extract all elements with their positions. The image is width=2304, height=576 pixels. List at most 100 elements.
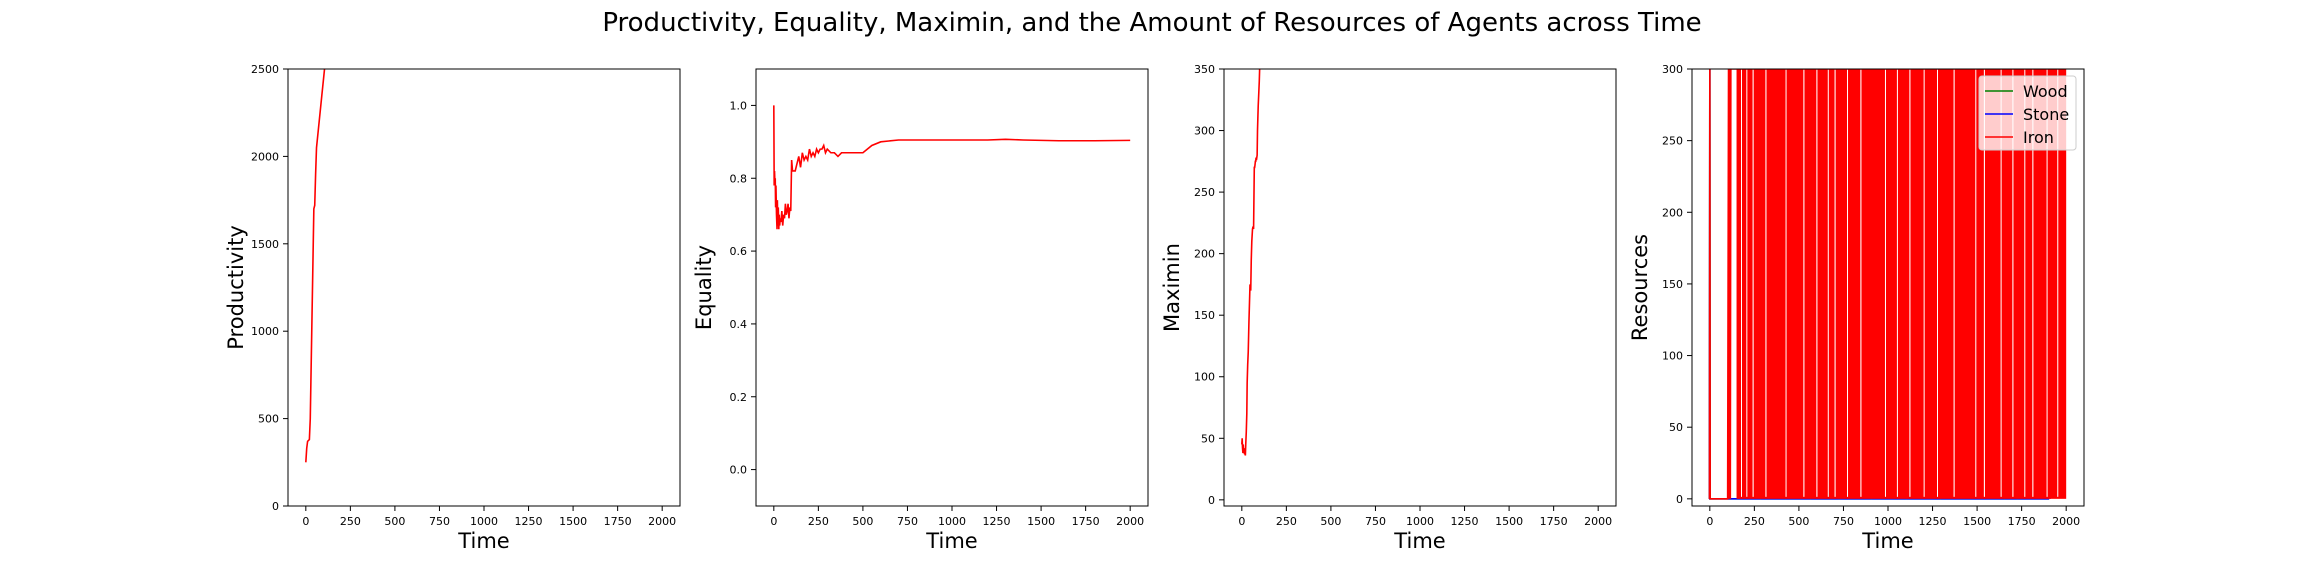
series-iron-gap bbox=[1746, 69, 1748, 497]
y-tick-label: 0.8 bbox=[730, 172, 748, 185]
series-iron-gap bbox=[1816, 69, 1818, 497]
x-axis-label: Time bbox=[925, 529, 977, 553]
legend-box bbox=[1978, 75, 2077, 151]
x-tick-label: 1000 bbox=[1874, 515, 1902, 528]
x-tick-label: 0 bbox=[770, 515, 777, 528]
series-iron-gap bbox=[2057, 69, 2059, 497]
y-axis-label: Maximin bbox=[1160, 243, 1184, 332]
series-iron-gap bbox=[1884, 69, 1886, 497]
panel-2: 0 250 500 750 1000 1250 1500 1750 2000 0.0 0.2 0.4 0… bbox=[692, 68, 1149, 553]
series-iron-gap bbox=[1975, 69, 1977, 497]
x-tick-label: 500 bbox=[852, 515, 873, 528]
series-iron-gap bbox=[2024, 69, 2026, 497]
x-tick-label: 2000 bbox=[1116, 515, 1144, 528]
y-tick-label: 50 bbox=[1201, 432, 1215, 445]
series-iron-gap bbox=[1896, 69, 1898, 497]
y-tick-label: 0.4 bbox=[730, 318, 748, 331]
axes-frame bbox=[287, 68, 681, 507]
x-tick-label: 1000 bbox=[938, 515, 966, 528]
series-iron-gap bbox=[1953, 69, 1955, 497]
y-tick-label: 100 bbox=[1194, 371, 1215, 384]
axes-frame bbox=[1223, 68, 1617, 507]
x-tick-label: 1500 bbox=[1495, 515, 1523, 528]
series-iron-gap bbox=[1785, 69, 1787, 497]
panel-3: 0 250 500 750 1000 1250 1500 1750 2000 0 50 100 150 2… bbox=[1160, 63, 1617, 553]
plot-area bbox=[305, 69, 326, 463]
x-tick-label: 1500 bbox=[1963, 515, 1991, 528]
x-tick-label: 1750 bbox=[1072, 515, 1100, 528]
x-tick-label: 750 bbox=[429, 515, 450, 528]
y-tick-label: 500 bbox=[258, 413, 279, 426]
y-axis-label: Productivity bbox=[224, 225, 248, 350]
series-iron-gap bbox=[1827, 69, 1829, 497]
x-tick-label: 0 bbox=[302, 515, 309, 528]
x-tick-label: 750 bbox=[1833, 515, 1854, 528]
y-tick-label: 1500 bbox=[251, 238, 279, 251]
series-iron-gap bbox=[1741, 69, 1742, 497]
x-tick-label: 1250 bbox=[983, 515, 1011, 528]
y-tick-label: 250 bbox=[1194, 186, 1215, 199]
x-axis-label: Time bbox=[1861, 529, 1913, 553]
plot-area bbox=[773, 105, 1131, 230]
y-tick-label: 150 bbox=[1194, 309, 1215, 322]
y-tick-label: 200 bbox=[1662, 206, 1683, 219]
y-axis-label: Equality bbox=[692, 245, 716, 330]
x-tick-label: 0 bbox=[1238, 515, 1245, 528]
plot-area bbox=[1241, 69, 1261, 456]
series-iron-gap bbox=[1937, 69, 1938, 497]
y-tick-label: 300 bbox=[1194, 125, 1215, 138]
series-iron-gap bbox=[2012, 69, 2014, 497]
legend-label-wood: Wood bbox=[2023, 82, 2068, 101]
series-iron-gap bbox=[1983, 69, 1985, 497]
x-tick-label: 1500 bbox=[559, 515, 587, 528]
series-iron-gap bbox=[2032, 69, 2034, 497]
x-tick-label: 1000 bbox=[470, 515, 498, 528]
series-iron-gap bbox=[2046, 69, 2048, 497]
x-tick-label: 750 bbox=[1365, 515, 1386, 528]
legend: Wood Stone Iron bbox=[1978, 75, 2077, 151]
x-tick-label: 1250 bbox=[515, 515, 543, 528]
x-tick-label: 250 bbox=[808, 515, 829, 528]
x-tick-label: 1500 bbox=[1027, 515, 1055, 528]
y-tick-label: 0 bbox=[1208, 494, 1215, 507]
x-axis-label: Time bbox=[457, 529, 509, 553]
x-tick-label: 1250 bbox=[1919, 515, 1947, 528]
y-tick-label: 150 bbox=[1662, 278, 1683, 291]
series-iron-gap bbox=[1909, 69, 1911, 497]
series-iron-gap bbox=[1860, 69, 1862, 497]
y-tick-label: 1.0 bbox=[730, 99, 748, 112]
series-iron-gap bbox=[1834, 69, 1836, 497]
x-tick-label: 250 bbox=[1744, 515, 1765, 528]
y-tick-label: 50 bbox=[1669, 421, 1683, 434]
series-iron-gap bbox=[1752, 69, 1754, 497]
x-tick-label: 1000 bbox=[1406, 515, 1434, 528]
y-tick-label: 100 bbox=[1662, 350, 1683, 363]
series-1-line bbox=[305, 69, 326, 463]
x-tick-label: 0 bbox=[1706, 515, 1713, 528]
x-axis-label: Time bbox=[1393, 529, 1445, 553]
series-1-line bbox=[1241, 69, 1261, 456]
series-iron-gap bbox=[1923, 69, 1925, 497]
series-iron-gap bbox=[1803, 69, 1805, 497]
x-tick-label: 2000 bbox=[648, 515, 676, 528]
y-tick-label: 300 bbox=[1662, 63, 1683, 76]
y-tick-label: 2500 bbox=[251, 63, 279, 76]
panel-4: 0 250 500 750 1000 1250 1500 1750 2000 0 50 100 150 2… bbox=[1628, 63, 2085, 553]
x-tick-label: 500 bbox=[1320, 515, 1341, 528]
x-tick-label: 750 bbox=[897, 515, 918, 528]
y-tick-label: 2000 bbox=[251, 150, 279, 163]
y-tick-label: 0 bbox=[1676, 493, 1683, 506]
y-tick-label: 0.6 bbox=[730, 245, 748, 258]
x-tick-label: 2000 bbox=[2052, 515, 2080, 528]
x-tick-label: 250 bbox=[340, 515, 361, 528]
x-tick-label: 250 bbox=[1276, 515, 1297, 528]
axes-frame bbox=[755, 68, 1149, 507]
legend-label-iron: Iron bbox=[2023, 128, 2054, 147]
x-tick-label: 500 bbox=[1788, 515, 1809, 528]
y-axis-label: Resources bbox=[1628, 234, 1652, 341]
y-tick-label: 0.2 bbox=[730, 391, 748, 404]
series-iron-line bbox=[1708, 69, 2067, 500]
figure-title: Productivity, Equality, Maximin, and the… bbox=[602, 8, 1701, 38]
x-tick-label: 2000 bbox=[1584, 515, 1612, 528]
